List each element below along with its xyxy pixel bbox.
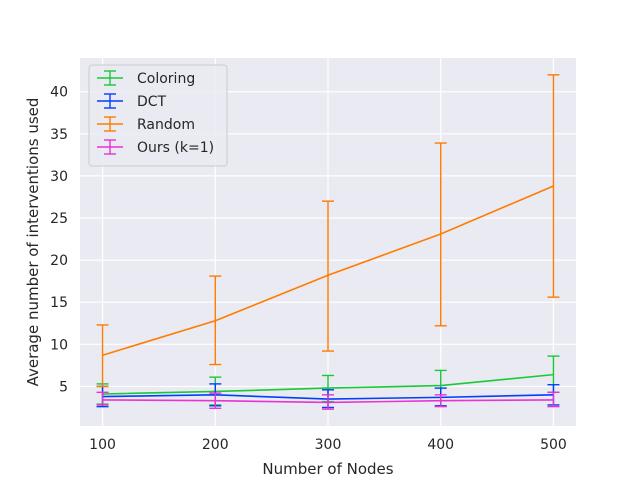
error-bar-random [547,74,560,298]
error-bar-random [434,142,447,327]
legend-item-ours-k-1: Ours (k=1) [97,139,214,156]
x-axis-label: Number of Nodes [262,460,393,478]
legend-label: DCT [137,94,167,110]
x-tick-label: 400 [427,437,454,453]
y-tick-label: 5 [59,379,68,395]
legend-label: Coloring [137,71,195,87]
y-tick-label: 10 [50,337,68,353]
y-tick-label: 35 [50,127,68,143]
legend-label: Ours (k=1) [137,140,214,156]
legend-item-random: Random [97,116,195,133]
error-bar-ours-k-1 [96,391,109,406]
x-tick-label: 300 [315,437,342,453]
error-bar-ours-k-1 [434,394,447,408]
y-tick-label: 15 [50,295,68,311]
y-tick-label: 40 [50,85,68,101]
legend: Coloring DCT Random Ours (k=1) [88,64,228,167]
x-axis: 100 200 300 400 500 [89,437,567,453]
y-tick-label: 30 [50,169,68,185]
series-ours-k-1 [96,391,560,410]
error-bar-random [209,275,222,366]
y-axis-label: Average number of interventions used [24,98,42,387]
error-bar-random [322,200,334,352]
x-tick-label: 100 [89,437,116,453]
series-random [96,74,560,388]
x-tick-label: 200 [202,437,229,453]
legend-box [88,64,228,167]
error-bar-random [96,324,109,388]
error-bar-ours-k-1 [322,394,334,410]
error-bar-ours-k-1 [209,392,222,410]
y-axis: 5 10 15 20 25 30 35 40 [50,85,68,396]
series-layer [96,74,560,410]
x-tick-label: 500 [540,437,567,453]
y-tick-label: 20 [50,253,68,269]
y-tick-label: 25 [50,211,68,227]
error-bar-ours-k-1 [547,391,560,408]
legend-label: Random [137,117,195,133]
legend-item-coloring: Coloring [97,70,195,87]
legend-item-dct: DCT [97,93,167,110]
